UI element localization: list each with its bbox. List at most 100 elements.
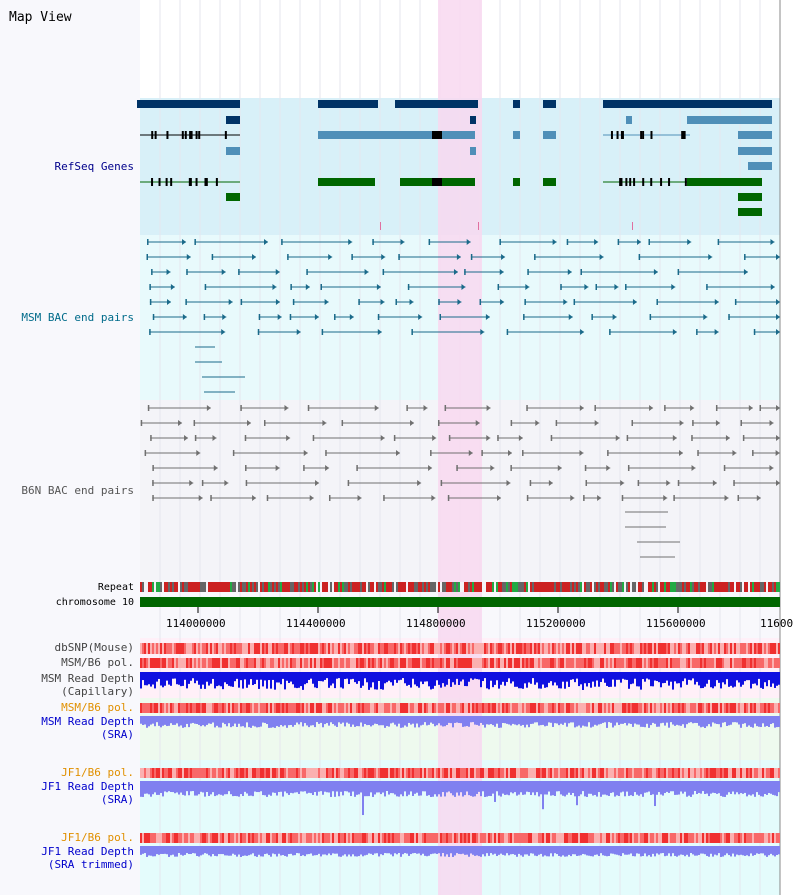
jf1-depth-sra-bar [394,781,396,795]
msm-b6-pol-2-cell [260,703,262,713]
jf1-depth-sra-bar [462,781,464,797]
msm-bac-pair-end [523,314,525,320]
msm-depth-cap-bar [200,672,202,689]
jf1-b6-pol-2-cell [726,833,728,843]
msm-b6-pol-2-cell [288,703,290,713]
jf1-depth-trim-bar [414,846,416,854]
msm-depth-sra-bar [452,716,454,728]
msm-b6-pol-2-cell [524,703,526,713]
msm-b6-pol-2-cell [448,703,450,713]
jf1-b6-pol-2-cell [668,833,670,843]
msm-bac-label: MSM BAC end pairs [21,311,134,324]
msm-b6-pol-2-cell [666,703,668,713]
msm-b6-pol-2-cell [180,703,182,713]
jf1-depth-sra-bar [288,781,290,795]
msm-b6-pol-2-cell [428,703,430,713]
msm-depth-sra-bar [378,716,380,726]
jf1-depth-sra-bar [172,781,174,793]
msm-b6-pol-2-cell [414,703,416,713]
msm-b6-pol-2-cell [764,703,766,713]
msm-b6-pol-cell [270,658,272,668]
jf1-depth-sra-bar [216,781,218,796]
repeat-element [382,582,384,592]
jf1-depth-sra-bar [158,781,160,795]
msm-b6-pol-cell [450,658,452,668]
jf1-b6-pol-2-cell [578,833,580,843]
msm-b6-pol-cell [428,658,430,668]
jf1-b6-pol-2-cell [242,833,244,843]
msm-depth-sra-bar [646,716,648,724]
msm-bac-pair-arrow [456,254,461,260]
chromosome-ideogram[interactable] [530,52,660,64]
jf1-depth-trim-bar [392,846,394,857]
repeat-element [348,582,350,592]
jf1-b6-pol-cell [768,768,770,778]
jf1-depth-trim-bar [640,846,642,857]
msm-depth-sra-bar [644,716,646,728]
jf1-depth-trim-bar [432,846,434,854]
gene-exon-tick [625,178,628,186]
msm-b6-pol-2-cell [646,703,648,713]
repeat-element [730,582,732,592]
msm-depth-sra-bar [554,716,556,724]
jf1-b6-pol-cell [596,768,598,778]
jf1-b6-pol-cell [214,768,216,778]
msm-b6-pol-2-cell [596,703,598,713]
jf1-b6-pol-cell [332,768,334,778]
msm-b6-pol-cell [636,658,638,668]
b6n-bac-pair-end [266,495,269,501]
dbsnp-cell [592,643,594,654]
dbsnp-cell [590,643,592,654]
jf1-depth-trim-bar [524,846,526,855]
msm-b6-pol-2-cell [412,703,414,713]
msm-b6-pol-2-cell [218,703,220,713]
jf1-depth-sra-bar [704,781,706,794]
msm-bac-pair-end [625,284,627,290]
jf1-b6-pol-2-cell [276,833,278,843]
repeat-element [662,582,664,592]
jf1-depth-sra-bar [396,781,398,797]
jf1-depth-sra-bar [190,781,192,792]
jf1-b6-pol-2-cell [148,833,150,843]
b6n-bac-pair-end [555,420,558,426]
dbsnp-cell [554,643,556,654]
jf1-depth-sra-bar [286,781,288,794]
msm-b6-pol-2-cell [276,703,278,713]
jf1-depth-sra-bar [304,781,306,792]
msm-b6-pol-cell [722,658,724,668]
msm-depth-sra-bar [744,716,746,724]
msm-bac-pair-arrow [296,329,301,335]
dbsnp-cell [720,643,722,654]
gene-exon-tick [681,131,684,139]
msm-depth-sra-bar [540,716,542,726]
msm-b6-pol-cell [684,658,686,668]
b6n-bac-pair-end [627,465,630,471]
jf1-depth-trim-bar [328,846,330,854]
msm-depth-sra-bar [770,716,772,725]
msm-depth-sra-bar [634,716,636,724]
jf1-depth-sra-bar [660,781,662,795]
dbsnp-cell [454,643,456,654]
repeat-element [694,582,696,592]
jf1-depth-sra-bar [454,781,456,797]
dbsnp-cell [602,643,604,654]
jf1-depth-sra-bar [266,781,268,797]
msm-depth-sra-bar [360,716,362,723]
jf1-depth-sra-bar [386,781,388,792]
jf1-b6-pol-2-cell [314,833,316,843]
msm-depth-sra-bar [444,716,446,727]
repeat-element [618,582,620,592]
msm-depth-cap-bar [750,672,752,689]
jf1-b6-pol-cell [694,768,696,778]
msm-b6-pol-2-cell [150,703,152,713]
msm-depth-sra-bar [388,716,390,727]
jf1-depth-trim-bar [314,846,316,856]
msm-depth-sra-bar [768,716,770,727]
dbsnp-cell [560,643,562,654]
msm-depth-sra-bar [412,716,414,724]
dbsnp-cell [326,643,328,654]
msm-b6-pol-cell [718,658,720,668]
jf1-depth-sra-bar [582,781,584,792]
msm-b6-pol-2-cell [334,703,336,713]
dbsnp-cell [200,643,202,654]
